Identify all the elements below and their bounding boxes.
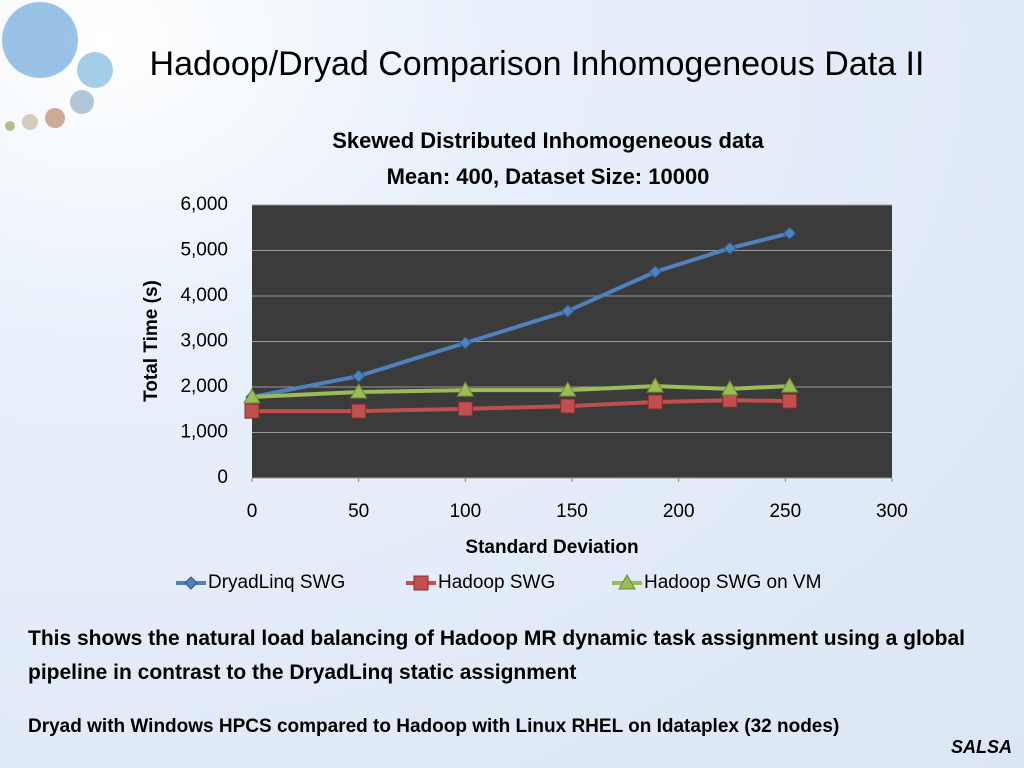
marker [456,381,475,397]
marker [782,226,797,240]
decoration [2,2,113,131]
legend-marker [618,573,636,590]
y-tick-label: 4,000 [180,285,228,306]
x-tick-label: 300 [876,501,908,522]
note: This shows the natural load balancing of… [28,627,965,684]
footer: Dryad with Windows HPCS compared to Hado… [28,716,840,737]
marker [457,401,473,417]
marker [244,403,260,419]
marker [646,377,665,393]
x-tick-label: 250 [769,501,801,522]
marker [648,265,662,279]
y-tick-label: 3,000 [180,331,228,352]
marker [560,398,576,414]
y-tick-label: 6,000 [180,194,228,215]
marker [558,381,577,397]
x-tick-label: 50 [348,501,369,522]
slide-title: Hadoop/Dryad Comparison Inhomogeneous Da… [150,45,925,83]
legend-marker [184,576,198,590]
y-axis-label: Total Time (s) [141,280,162,402]
x-tick-label: 200 [663,501,695,522]
marker [561,304,575,318]
y-tick-label: 2,000 [180,376,228,397]
marker [351,403,367,419]
x-tick-label: 100 [449,501,481,522]
legend-marker [413,575,429,591]
y-tick-label: 1,000 [180,422,228,443]
x-axis-label: Standard Deviation [465,537,638,558]
marker [243,388,261,404]
marker [458,336,473,350]
marker [351,369,366,383]
y-tick-label: 0 [217,467,228,488]
legend-label: DryadLinq SWG [208,572,345,593]
chart-title: Skewed Distributed Inhomogeneous data [332,128,764,153]
marker [349,382,368,399]
chart-subtitle: Mean: 400, Dataset Size: 10000 [387,164,710,189]
marker [780,377,799,393]
marker [721,379,739,396]
logo: SALSA [951,737,1012,757]
y-tick-label: 5,000 [180,240,228,261]
marker [647,394,663,410]
x-tick-label: 150 [556,501,588,522]
marker [782,393,798,409]
legend-label: Hadoop SWG [438,572,555,593]
marker [723,241,737,255]
x-tick-label: 0 [247,501,258,522]
legend-label: Hadoop SWG on VM [644,572,821,593]
